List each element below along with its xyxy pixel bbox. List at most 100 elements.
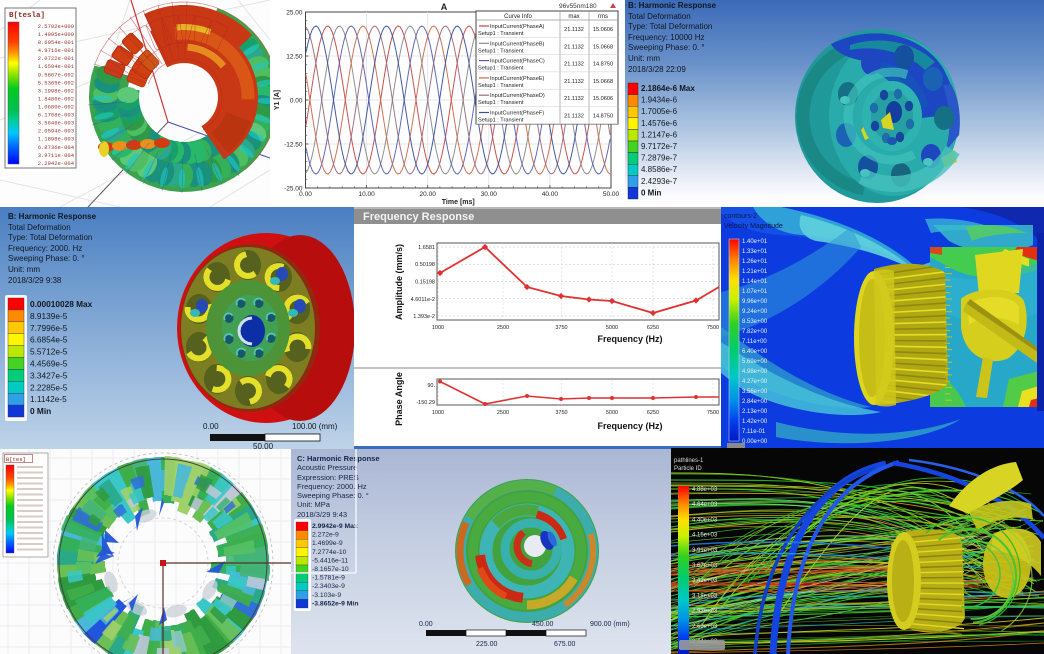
svg-text:1.2147e-6: 1.2147e-6 [641,130,678,139]
svg-text:Particle ID: Particle ID [674,466,702,472]
svg-text:-1.5781e-9: -1.5781e-9 [312,575,345,582]
svg-text:2.2285e-5: 2.2285e-5 [30,382,68,392]
svg-text:4.8586e-7: 4.8586e-7 [641,165,678,174]
svg-text:10.00: 10.00 [358,191,375,198]
svg-text:9.96e+00: 9.96e+00 [742,299,768,305]
svg-text:21.1132: 21.1132 [564,62,584,68]
svg-text:3.67e+03: 3.67e+03 [692,563,718,569]
svg-text:-25.00: -25.00 [284,186,303,193]
svg-text:A: A [441,2,448,12]
svg-text:15.0606: 15.0606 [593,96,613,102]
svg-text:4.40e+03: 4.40e+03 [692,517,718,523]
svg-text:2500: 2500 [497,410,509,416]
svg-text:B[tesla]: B[tesla] [9,12,45,20]
svg-text:Type: Total Deformation: Type: Total Deformation [628,22,712,31]
svg-text:6250: 6250 [647,325,659,331]
svg-text:InputCurrent(PhaseF): InputCurrent(PhaseF) [490,111,544,117]
svg-text:0.00: 0.00 [290,98,303,105]
svg-text:2.84e+00: 2.84e+00 [742,399,768,405]
svg-text:3.9711e-004: 3.9711e-004 [38,152,75,159]
svg-text:3.91e+03: 3.91e+03 [692,548,718,554]
svg-text:Setup1 : Transient: Setup1 : Transient [478,66,524,72]
svg-text:900.00 (mm): 900.00 (mm) [590,621,630,628]
svg-text:8.9139e-5: 8.9139e-5 [30,311,68,321]
svg-text:Setup1 : Transient: Setup1 : Transient [478,100,524,106]
svg-text:1.7005e-6: 1.7005e-6 [641,107,678,116]
svg-text:4.64e+03: 4.64e+03 [692,502,718,508]
svg-text:2.13e+00: 2.13e+00 [742,409,768,415]
svg-text:7.11e-01: 7.11e-01 [742,429,766,435]
svg-text:0 Min: 0 Min [641,188,662,197]
svg-text:1.4095e+000: 1.4095e+000 [38,31,74,38]
svg-text:90.: 90. [427,383,435,389]
svg-text:9.5867e-002: 9.5867e-002 [38,71,74,78]
svg-text:2.9942e-9 Max: 2.9942e-9 Max [312,523,358,530]
svg-text:14.8750: 14.8750 [593,114,613,120]
svg-text:4.98e+00: 4.98e+00 [742,369,768,375]
svg-text:-150.29: -150.29 [416,400,435,406]
svg-text:1.4576e-6: 1.4576e-6 [641,119,678,128]
svg-text:Sweeping Phase: 0. °: Sweeping Phase: 0. ° [8,254,85,263]
svg-text:1.4699e-9: 1.4699e-9 [312,540,343,547]
svg-text:4.27e+00: 4.27e+00 [742,379,768,385]
svg-text:-2.3403e-9: -2.3403e-9 [312,583,345,590]
svg-text:1000: 1000 [432,325,444,331]
svg-text:InputCurrent(PhaseE): InputCurrent(PhaseE) [490,76,545,82]
svg-text:InputCurrent(PhaseD): InputCurrent(PhaseD) [490,93,545,99]
svg-text:7.2879e-7: 7.2879e-7 [641,154,678,163]
svg-text:2.0594e-003: 2.0594e-003 [38,128,74,135]
svg-text:21.1132: 21.1132 [564,114,584,120]
svg-text:Y1 [A]: Y1 [A] [274,90,281,110]
svg-text:9.7172e-7: 9.7172e-7 [641,142,678,151]
svg-text:2.5702e+000: 2.5702e+000 [38,23,74,30]
svg-text:Phase Angle: Phase Angle [394,372,404,426]
svg-text:20.00: 20.00 [420,191,437,198]
svg-text:Curve Info: Curve Info [504,14,532,20]
svg-text:7.2774e-10: 7.2774e-10 [312,549,347,556]
svg-text:3750: 3750 [555,410,567,416]
svg-text:0.00: 0.00 [203,422,219,431]
svg-text:1.393e-2: 1.393e-2 [413,314,435,320]
svg-text:25.00: 25.00 [286,10,303,17]
svg-text:Unit: mm: Unit: mm [8,265,40,274]
svg-text:3750: 3750 [555,325,567,331]
svg-text:21.1132: 21.1132 [564,79,584,85]
svg-text:B: Harmonic Response: B: Harmonic Response [628,1,717,10]
svg-text:2500: 2500 [497,325,509,331]
svg-text:6.1708e-003: 6.1708e-003 [38,112,74,119]
svg-text:1.26e+01: 1.26e+01 [742,259,768,265]
svg-text:-3.103e-9: -3.103e-9 [312,592,341,599]
svg-text:B[tes]: B[tes] [6,456,26,463]
svg-text:-5.4416e-11: -5.4416e-11 [312,557,348,564]
svg-text:Sweeping Phase: 0. °: Sweeping Phase: 0. ° [628,43,705,52]
svg-text:Frequency: 2000. Hz: Frequency: 2000. Hz [8,244,82,253]
svg-text:2.2942e-004: 2.2942e-004 [38,160,75,167]
svg-text:0.15198: 0.15198 [415,280,435,286]
svg-text:21.1132: 21.1132 [564,44,584,50]
svg-text:B: Harmonic Response: B: Harmonic Response [8,212,97,221]
svg-text:InputCurrent(PhaseB): InputCurrent(PhaseB) [490,41,545,47]
svg-text:4.6011e-2: 4.6011e-2 [411,297,435,303]
svg-text:30.00: 30.00 [481,191,498,198]
svg-text:96v55nm180: 96v55nm180 [559,3,597,10]
svg-text:2.93e+03: 2.93e+03 [692,609,718,615]
svg-text:14.8750: 14.8750 [593,62,613,68]
svg-text:21.1132: 21.1132 [564,96,584,102]
svg-text:2018/3/29 9:38: 2018/3/29 9:38 [8,276,62,285]
svg-text:Type: Total Deformation: Type: Total Deformation [8,233,92,242]
svg-text:C: Harmonic Response: C: Harmonic Response [297,454,380,463]
svg-text:Frequency (Hz): Frequency (Hz) [597,334,662,344]
svg-text:100.00 (mm): 100.00 (mm) [292,422,338,431]
svg-text:4.88e+03: 4.88e+03 [692,487,718,493]
svg-text:Frequency Response: Frequency Response [363,211,474,223]
svg-text:Total Deformation: Total Deformation [8,223,71,232]
svg-text:1.42e+00: 1.42e+00 [742,419,768,425]
svg-text:40.00: 40.00 [542,191,559,198]
svg-text:pathlines-1: pathlines-1 [674,458,704,464]
svg-text:6250: 6250 [647,410,659,416]
svg-text:5.5712e-5: 5.5712e-5 [30,347,68,357]
svg-text:Time [ms]: Time [ms] [442,199,475,206]
svg-text:225.00: 225.00 [476,641,498,648]
svg-text:-12.50: -12.50 [284,142,303,149]
svg-text:5.69e+00: 5.69e+00 [742,359,768,365]
